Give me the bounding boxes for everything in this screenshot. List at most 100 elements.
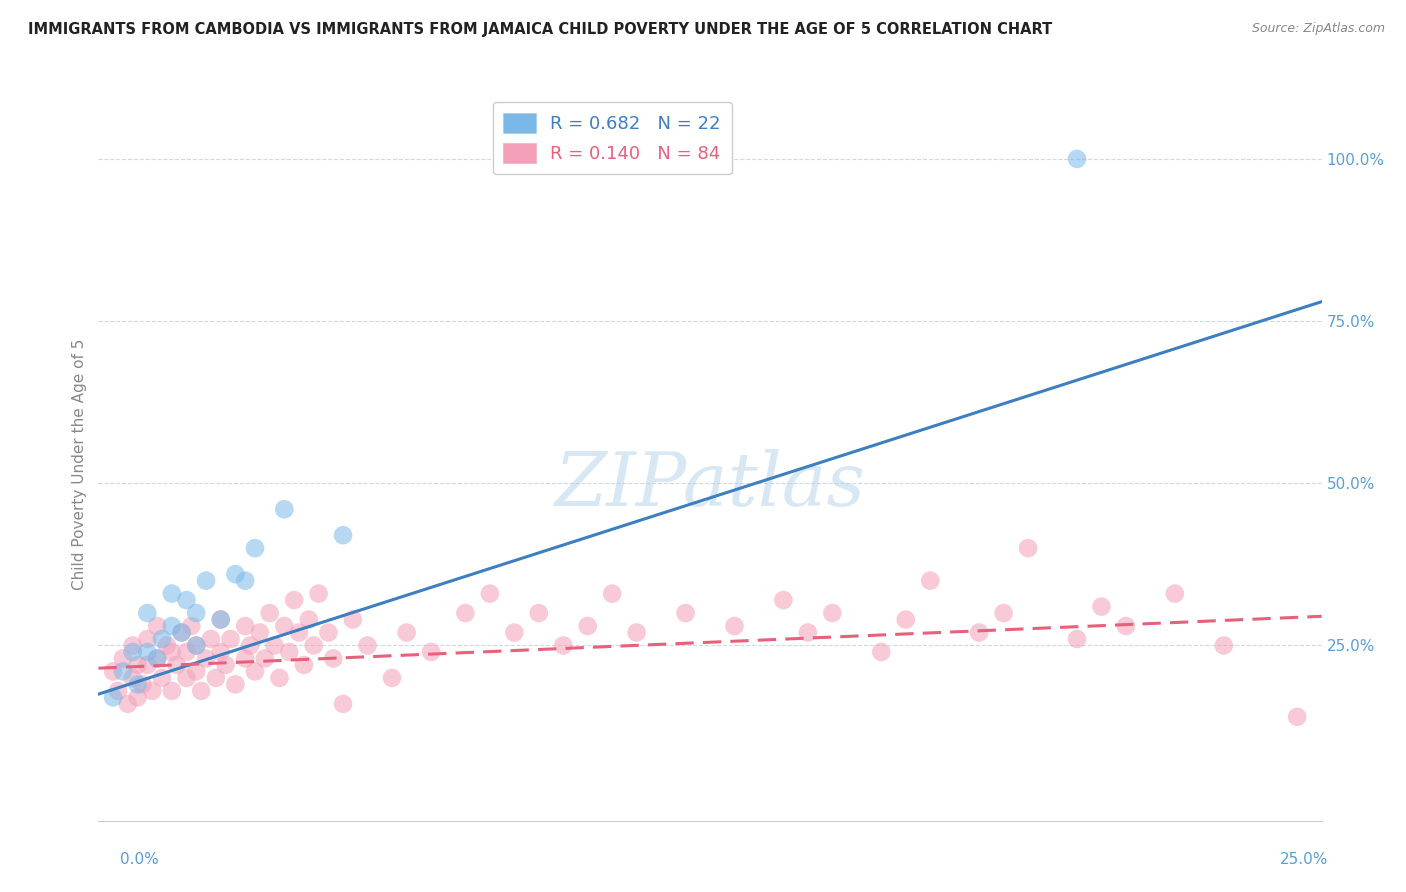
Point [136, 632, 159, 646]
Point [209, 613, 232, 627]
Point [576, 619, 599, 633]
Point [243, 665, 266, 679]
Point [503, 625, 526, 640]
Point [298, 613, 321, 627]
Point [1115, 619, 1137, 633]
Text: IMMIGRANTS FROM CAMBODIA VS IMMIGRANTS FROM JAMAICA CHILD POVERTY UNDER THE AGE : IMMIGRANTS FROM CAMBODIA VS IMMIGRANTS F… [28, 22, 1052, 37]
Point [318, 625, 340, 640]
Point [870, 645, 893, 659]
Point [1066, 152, 1088, 166]
Point [160, 586, 183, 600]
Point [176, 593, 198, 607]
Point [111, 665, 134, 679]
Point [214, 657, 236, 672]
Point [224, 567, 246, 582]
Point [454, 606, 477, 620]
Point [420, 645, 443, 659]
Point [107, 684, 129, 698]
Point [117, 697, 139, 711]
Point [209, 613, 232, 627]
Point [1090, 599, 1112, 614]
Point [111, 651, 134, 665]
Point [342, 613, 364, 627]
Point [967, 625, 990, 640]
Point [136, 657, 159, 672]
Point [797, 625, 820, 640]
Point [176, 645, 198, 659]
Point [332, 697, 354, 711]
Point [186, 639, 208, 653]
Point [131, 677, 153, 691]
Point [146, 651, 169, 665]
Point [146, 619, 169, 633]
Point [527, 606, 550, 620]
Point [263, 639, 285, 653]
Point [269, 671, 291, 685]
Point [150, 632, 173, 646]
Point [160, 684, 183, 698]
Point [723, 619, 745, 633]
Text: Source: ZipAtlas.com: Source: ZipAtlas.com [1251, 22, 1385, 36]
Point [239, 639, 262, 653]
Point [233, 574, 256, 588]
Point [302, 639, 325, 653]
Text: ZIPatlas: ZIPatlas [554, 449, 866, 522]
Point [478, 586, 501, 600]
Point [273, 502, 295, 516]
Point [395, 625, 418, 640]
Text: 25.0%: 25.0% [1281, 852, 1329, 867]
Point [121, 671, 143, 685]
Point [156, 639, 179, 653]
Point [1164, 586, 1187, 600]
Point [259, 606, 281, 620]
Point [332, 528, 354, 542]
Point [920, 574, 942, 588]
Point [993, 606, 1015, 620]
Point [127, 657, 149, 672]
Point [170, 625, 193, 640]
Text: 0.0%: 0.0% [120, 852, 159, 867]
Point [243, 541, 266, 556]
Point [273, 619, 295, 633]
Point [288, 625, 311, 640]
Point [219, 632, 242, 646]
Point [127, 677, 149, 691]
Point [553, 639, 575, 653]
Legend: R = 0.682   N = 22, R = 0.140   N = 84: R = 0.682 N = 22, R = 0.140 N = 84 [492, 102, 731, 174]
Point [160, 645, 183, 659]
Point [233, 619, 256, 633]
Point [136, 645, 159, 659]
Point [160, 619, 183, 633]
Point [136, 606, 159, 620]
Point [381, 671, 404, 685]
Point [600, 586, 623, 600]
Point [249, 625, 271, 640]
Point [675, 606, 697, 620]
Point [170, 625, 193, 640]
Point [626, 625, 648, 640]
Point [190, 684, 212, 698]
Point [186, 665, 208, 679]
Point [166, 657, 188, 672]
Point [821, 606, 844, 620]
Point [180, 619, 202, 633]
Point [224, 677, 246, 691]
Point [186, 639, 208, 653]
Point [1212, 639, 1234, 653]
Point [322, 651, 344, 665]
Point [101, 665, 124, 679]
Point [253, 651, 276, 665]
Point [308, 586, 330, 600]
Point [141, 684, 163, 698]
Point [121, 639, 143, 653]
Point [1066, 632, 1088, 646]
Point [1017, 541, 1039, 556]
Point [200, 632, 222, 646]
Point [772, 593, 794, 607]
Point [146, 651, 169, 665]
Point [195, 574, 218, 588]
Point [1286, 710, 1309, 724]
Point [356, 639, 378, 653]
Point [186, 606, 208, 620]
Point [205, 671, 228, 685]
